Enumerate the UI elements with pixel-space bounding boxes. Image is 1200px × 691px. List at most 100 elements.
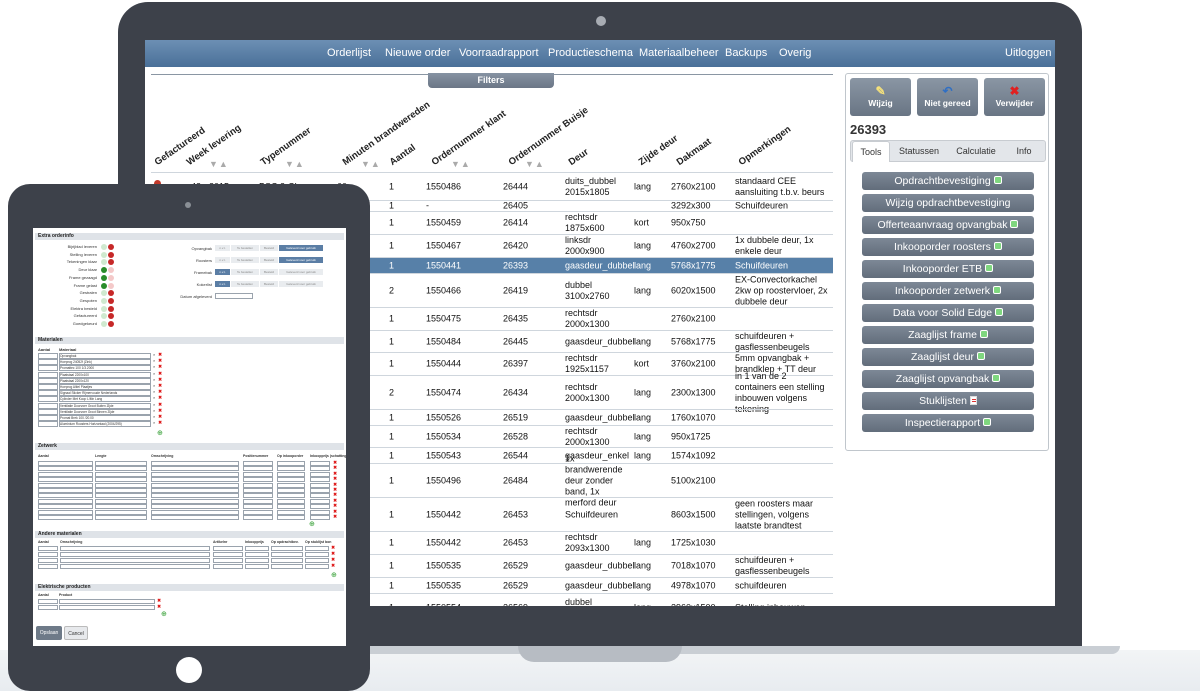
col-dakmaat[interactable]: Dakmaat — [674, 136, 714, 168]
zetwerk-input[interactable] — [95, 471, 147, 477]
status-red-icon[interactable] — [108, 244, 114, 250]
zetwerk-input[interactable] — [38, 461, 93, 466]
tool-button[interactable]: Zaaglijst deur — [862, 348, 1034, 366]
sort-icon[interactable]: ▼▲ — [209, 159, 229, 169]
table-row[interactable]: 2 1550474 26434 rechtsdr 2000x1300 lang 2300x… — [151, 371, 833, 414]
status-option-button[interactable]: n.v.t. — [215, 281, 230, 287]
quantity-input[interactable] — [38, 415, 58, 421]
zetwerk-input[interactable] — [151, 482, 239, 488]
tablet-home-button[interactable] — [176, 657, 202, 683]
status-option-button[interactable]: Te bestellen — [231, 269, 259, 275]
material-select[interactable]: Ventilatie Doorvoer Groot Binnen Zijde — [59, 408, 151, 415]
search-icon[interactable]: ⌕ — [153, 414, 156, 419]
status-red-icon[interactable] — [108, 290, 114, 297]
material-select[interactable]: Aluminium Roosters Horizontaal (2004/295… — [59, 421, 151, 428]
zetwerk-input[interactable] — [243, 498, 273, 504]
andere-input[interactable] — [271, 552, 303, 557]
add-icon[interactable]: ⊕ — [161, 611, 167, 618]
andere-input[interactable] — [305, 564, 329, 569]
tab-statussen[interactable]: Statussen — [898, 146, 940, 156]
delete-icon[interactable]: ✖ — [158, 376, 163, 383]
delete-icon[interactable]: ✖ — [333, 497, 338, 504]
zetwerk-input[interactable] — [243, 493, 273, 499]
status-red-icon[interactable] — [108, 282, 114, 289]
table-row[interactable]: 1 1550496 26484 1x brandwerende deur zonder… — [151, 453, 833, 507]
status-green-icon[interactable] — [101, 297, 107, 304]
status-green-icon[interactable] — [101, 321, 107, 327]
delete-icon[interactable]: ✖ — [158, 358, 163, 365]
date-input[interactable] — [215, 293, 253, 299]
zetwerk-input[interactable] — [277, 488, 305, 493]
sort-icon[interactable]: ▼▲ — [451, 159, 471, 169]
table-row[interactable]: 1 1550459 26414 rechtsdr 1875x600 kort 950x75… — [151, 211, 833, 234]
delete-icon[interactable]: ✖ — [333, 487, 338, 493]
delete-icon[interactable]: ✖ — [158, 389, 163, 396]
tool-button[interactable]: Opdrachtbevestiging — [862, 172, 1034, 190]
tool-button[interactable]: Stuklijsten — [862, 392, 1034, 410]
delete-icon[interactable]: ✖ — [331, 545, 336, 551]
nav-materiaalbeheer[interactable]: Materiaalbeheer — [639, 47, 719, 59]
zetwerk-input[interactable] — [277, 461, 305, 466]
zetwerk-input[interactable] — [243, 515, 273, 520]
zetwerk-input[interactable] — [38, 482, 93, 488]
zetwerk-input[interactable] — [310, 504, 330, 510]
elektra-quantity[interactable] — [38, 599, 58, 604]
delete-button[interactable]: ✖ Verwijder — [984, 78, 1045, 116]
zetwerk-input[interactable] — [277, 498, 305, 504]
zetwerk-input[interactable] — [310, 471, 330, 477]
nav-overig[interactable]: Overig — [779, 47, 812, 59]
zetwerk-input[interactable] — [151, 466, 239, 472]
zetwerk-input[interactable] — [277, 493, 305, 499]
quantity-input[interactable] — [38, 396, 58, 403]
zetwerk-input[interactable] — [95, 509, 147, 515]
andere-input[interactable] — [245, 546, 269, 551]
delete-icon[interactable]: ✖ — [157, 604, 162, 610]
search-icon[interactable]: ⌕ — [153, 352, 156, 357]
andere-input[interactable] — [38, 552, 58, 557]
andere-input[interactable] — [213, 564, 243, 569]
delete-icon[interactable]: ✖ — [333, 460, 338, 466]
zetwerk-input[interactable] — [243, 466, 273, 472]
delete-icon[interactable]: ✖ — [158, 383, 163, 389]
status-option-button[interactable]: Geleverd voor gebruik — [279, 269, 323, 275]
delete-icon[interactable]: ✖ — [333, 470, 338, 477]
andere-input[interactable] — [60, 552, 210, 557]
zetwerk-input[interactable] — [310, 493, 330, 499]
andere-input[interactable] — [60, 546, 210, 551]
nav-productieschema[interactable]: Productieschema — [548, 47, 633, 59]
elektra-select[interactable] — [59, 599, 155, 604]
zetwerk-input[interactable] — [277, 482, 305, 488]
andere-input[interactable] — [305, 546, 329, 551]
zetwerk-input[interactable] — [95, 515, 147, 520]
zetwerk-input[interactable] — [243, 504, 273, 510]
zetwerk-input[interactable] — [151, 477, 239, 483]
zetwerk-input[interactable] — [95, 461, 147, 466]
zetwerk-input[interactable] — [310, 515, 330, 520]
delete-icon[interactable]: ✖ — [157, 598, 162, 604]
delete-icon[interactable]: ✖ — [331, 551, 336, 557]
andere-input[interactable] — [38, 546, 58, 551]
delete-icon[interactable]: ✖ — [333, 508, 338, 515]
tool-button[interactable]: Offerteaanvraag opvangbak — [862, 216, 1034, 234]
table-row[interactable]: 1 1550467 26420 linksdr 2000x900 lang 4760x27… — [151, 234, 833, 257]
search-icon[interactable]: ⌕ — [153, 358, 156, 364]
delete-icon[interactable]: ✖ — [333, 481, 338, 488]
status-green-icon[interactable] — [101, 244, 107, 250]
zetwerk-input[interactable] — [38, 471, 93, 477]
status-option-button[interactable]: Te bestellen — [231, 281, 259, 287]
add-icon[interactable]: ⊕ — [157, 430, 163, 437]
zetwerk-input[interactable] — [38, 488, 93, 493]
material-select[interactable]: Plaatstaal 2200x100 — [59, 371, 151, 378]
status-option-button[interactable]: Te bestellen — [231, 245, 259, 251]
zetwerk-input[interactable] — [95, 498, 147, 504]
andere-input[interactable] — [271, 546, 303, 551]
table-row[interactable]: 1 1550444 26397 rechtsdr 1925x1157 kort 3760x… — [151, 352, 833, 375]
status-option-button[interactable]: Besteld — [260, 269, 278, 275]
status-option-button[interactable]: n.v.t. — [215, 245, 230, 251]
delete-icon[interactable]: ✖ — [333, 514, 338, 520]
search-icon[interactable]: ⌕ — [153, 383, 156, 388]
delete-icon[interactable]: ✖ — [331, 563, 336, 569]
col-zijde-deur[interactable]: Zijde deur — [636, 132, 681, 168]
zetwerk-input[interactable] — [243, 471, 273, 477]
andere-input[interactable] — [271, 564, 303, 569]
